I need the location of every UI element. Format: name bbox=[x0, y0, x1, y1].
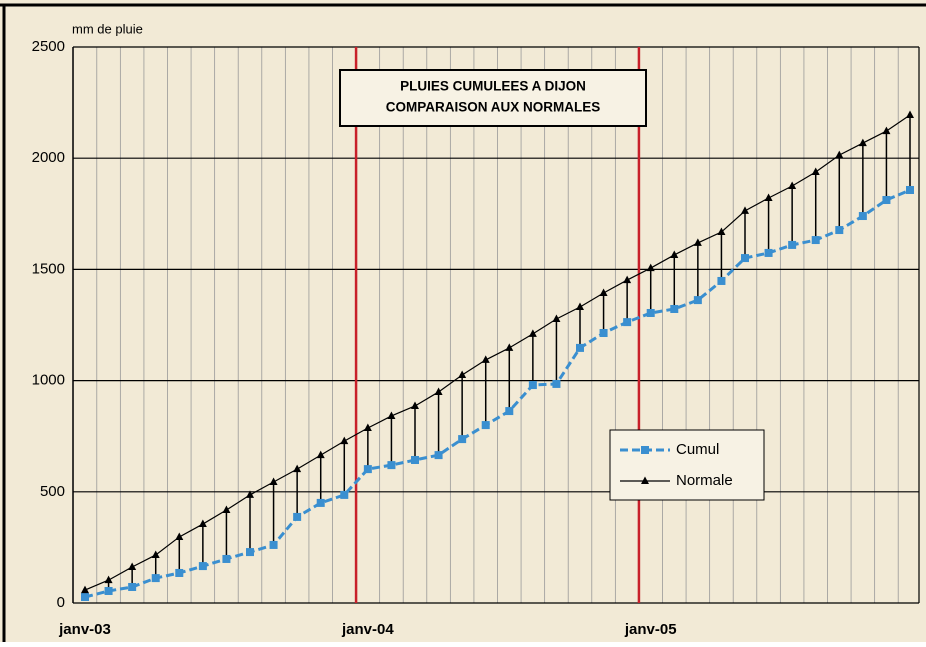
point bbox=[316, 498, 325, 507]
point bbox=[717, 276, 726, 285]
point bbox=[906, 110, 914, 119]
point bbox=[741, 254, 749, 263]
point bbox=[552, 379, 561, 388]
point bbox=[128, 582, 137, 591]
y-tick-label: 1000 bbox=[32, 372, 65, 389]
point bbox=[434, 387, 443, 395]
y-tick-label: 500 bbox=[40, 483, 65, 500]
point bbox=[811, 167, 820, 175]
point bbox=[576, 302, 584, 310]
point bbox=[576, 343, 584, 352]
point bbox=[858, 138, 867, 147]
point bbox=[269, 540, 278, 549]
point bbox=[246, 548, 254, 557]
point bbox=[151, 574, 160, 583]
point bbox=[340, 490, 349, 499]
point bbox=[293, 464, 302, 473]
point bbox=[693, 296, 702, 305]
point bbox=[151, 550, 160, 558]
legend-marker bbox=[641, 446, 649, 454]
point bbox=[811, 236, 820, 245]
point bbox=[316, 450, 325, 459]
point bbox=[623, 275, 632, 284]
point bbox=[646, 308, 655, 317]
point bbox=[670, 250, 679, 258]
point bbox=[175, 532, 184, 540]
chart-title: PLUIES CUMULEES A DIJON bbox=[400, 79, 586, 94]
point bbox=[906, 186, 914, 195]
point bbox=[788, 181, 797, 189]
point bbox=[269, 477, 278, 486]
point bbox=[741, 206, 749, 214]
point bbox=[81, 592, 89, 601]
point bbox=[128, 562, 137, 570]
point bbox=[363, 465, 372, 474]
point bbox=[198, 562, 207, 571]
y-axis-label: mm de pluie bbox=[72, 21, 143, 36]
point bbox=[599, 329, 608, 338]
series-line bbox=[84, 114, 911, 591]
point bbox=[623, 318, 632, 327]
point bbox=[764, 248, 773, 257]
point bbox=[599, 288, 608, 296]
point bbox=[670, 304, 679, 313]
point bbox=[764, 193, 773, 202]
point bbox=[222, 554, 231, 563]
point bbox=[104, 575, 113, 584]
x-tick-label: janv-05 bbox=[624, 621, 677, 638]
legend-label: Cumul bbox=[676, 441, 719, 458]
point bbox=[528, 329, 537, 337]
point bbox=[222, 505, 231, 514]
y-tick-label: 2500 bbox=[32, 38, 65, 55]
legend-box bbox=[609, 429, 765, 501]
point bbox=[481, 355, 490, 363]
point bbox=[882, 196, 891, 205]
point bbox=[858, 212, 867, 221]
x-tick-label: janv-03 bbox=[58, 621, 111, 638]
y-tick-label: 1500 bbox=[32, 260, 65, 277]
point bbox=[693, 238, 702, 246]
point bbox=[835, 226, 844, 235]
point bbox=[363, 423, 372, 431]
point bbox=[411, 455, 419, 464]
point bbox=[646, 263, 655, 272]
point bbox=[528, 381, 537, 390]
point bbox=[411, 401, 419, 409]
legend-marker bbox=[641, 476, 649, 484]
point bbox=[387, 461, 396, 470]
point bbox=[340, 436, 349, 445]
y-tick-label: 0 bbox=[57, 594, 65, 611]
chart-subtitle: COMPARAISON AUX NORMALES bbox=[386, 100, 601, 115]
point bbox=[882, 126, 891, 135]
point bbox=[835, 150, 844, 159]
y-tick-label: 2000 bbox=[32, 149, 65, 166]
point bbox=[293, 512, 302, 521]
point bbox=[788, 240, 797, 249]
point bbox=[175, 568, 184, 577]
point bbox=[434, 451, 443, 460]
point bbox=[387, 411, 396, 419]
point bbox=[458, 370, 467, 379]
title-box bbox=[339, 69, 647, 127]
point bbox=[481, 421, 490, 430]
legend-label: Normale bbox=[676, 472, 733, 489]
point bbox=[717, 227, 726, 236]
point bbox=[246, 490, 254, 498]
x-tick-label: janv-04 bbox=[341, 621, 394, 638]
point bbox=[505, 407, 514, 416]
point bbox=[552, 314, 561, 322]
point bbox=[505, 343, 514, 351]
point bbox=[104, 586, 113, 595]
point bbox=[198, 519, 207, 528]
point bbox=[458, 435, 467, 444]
point bbox=[81, 585, 89, 594]
